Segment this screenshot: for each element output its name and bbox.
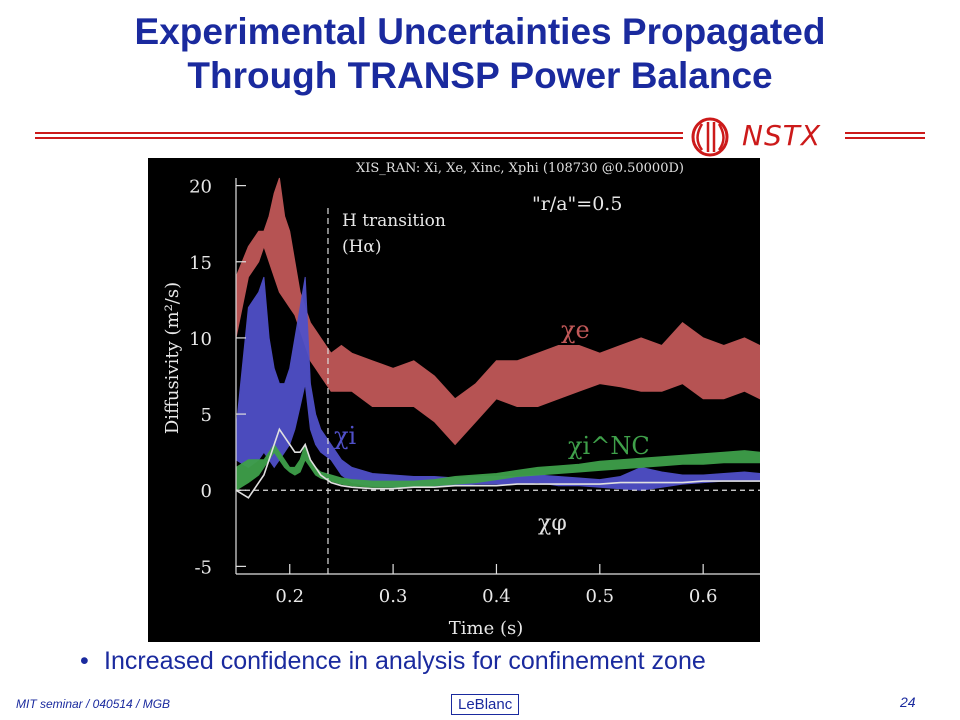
chart-title: XIS_RAN: Xi, Xe, Xinc, Xphi (108730 @0.5… — [356, 161, 684, 176]
header-rule-left-top — [35, 132, 683, 134]
y-tick-label-5: -5 — [194, 557, 212, 578]
chart-subtitle: "r/a"=0.5 — [532, 193, 622, 215]
bullet-text: Increased confidence in analysis for con… — [104, 647, 706, 675]
y-tick-label-1: 15 — [189, 253, 212, 274]
series-0-label: χe — [561, 316, 590, 344]
series-0-band — [235, 177, 761, 446]
header-rule-right-top — [845, 132, 925, 134]
chart-panel: H transition (Hα) 20 15 10 5 0 -5 0.2 0.3 0.4 0.5 0.… — [148, 158, 761, 642]
header-rule-left-bottom — [35, 137, 683, 139]
y-tick-label-3: 5 — [201, 405, 212, 426]
title-line-1: Experimental Uncertainties Propagated — [134, 11, 826, 52]
y-tick-label-0: 20 — [189, 177, 212, 198]
y-tick-label-4: 0 — [201, 481, 212, 502]
x-tick-label-3: 0.5 — [585, 586, 614, 607]
title-line-2: Through TRANSP Power Balance — [187, 55, 773, 96]
diffusivity-chart: H transition (Hα) 20 15 10 5 0 -5 0.2 0.3 0.4 0.5 0.… — [162, 161, 761, 639]
x-tick-label-0: 0.2 — [275, 586, 304, 607]
bullet-point: • Increased confidence in analysis for co… — [80, 647, 706, 676]
annotation-0-label-1: H transition — [342, 211, 446, 231]
page-number: 24 — [900, 694, 916, 710]
slide-title: Experimental Uncertainties Propagated Th… — [0, 10, 960, 98]
nstx-logo-icon — [691, 117, 729, 157]
logo-text: NSTX — [742, 119, 822, 152]
author-box: LeBlanc — [451, 694, 520, 715]
footer-left: MIT seminar / 040514 / MGB — [16, 697, 171, 711]
y-axis-label: Diffusivity (m²/s) — [162, 282, 183, 434]
annotation-0-label-2: (Hα) — [342, 237, 382, 257]
x-tick-label-4: 0.6 — [689, 586, 718, 607]
y-tick-label-2: 10 — [189, 329, 212, 350]
x-tick-label-1: 0.3 — [379, 586, 408, 607]
bullet-dot-icon: • — [80, 647, 89, 675]
series-2-label: χi^NC — [568, 432, 650, 460]
header-rule-right-bottom — [845, 137, 925, 139]
x-tick-label-2: 0.4 — [482, 586, 511, 607]
series-1-label: χi — [334, 422, 357, 450]
series-3-line — [235, 427, 760, 499]
series-3-label: χφ — [538, 511, 567, 536]
x-axis-label: Time (s) — [449, 618, 524, 639]
